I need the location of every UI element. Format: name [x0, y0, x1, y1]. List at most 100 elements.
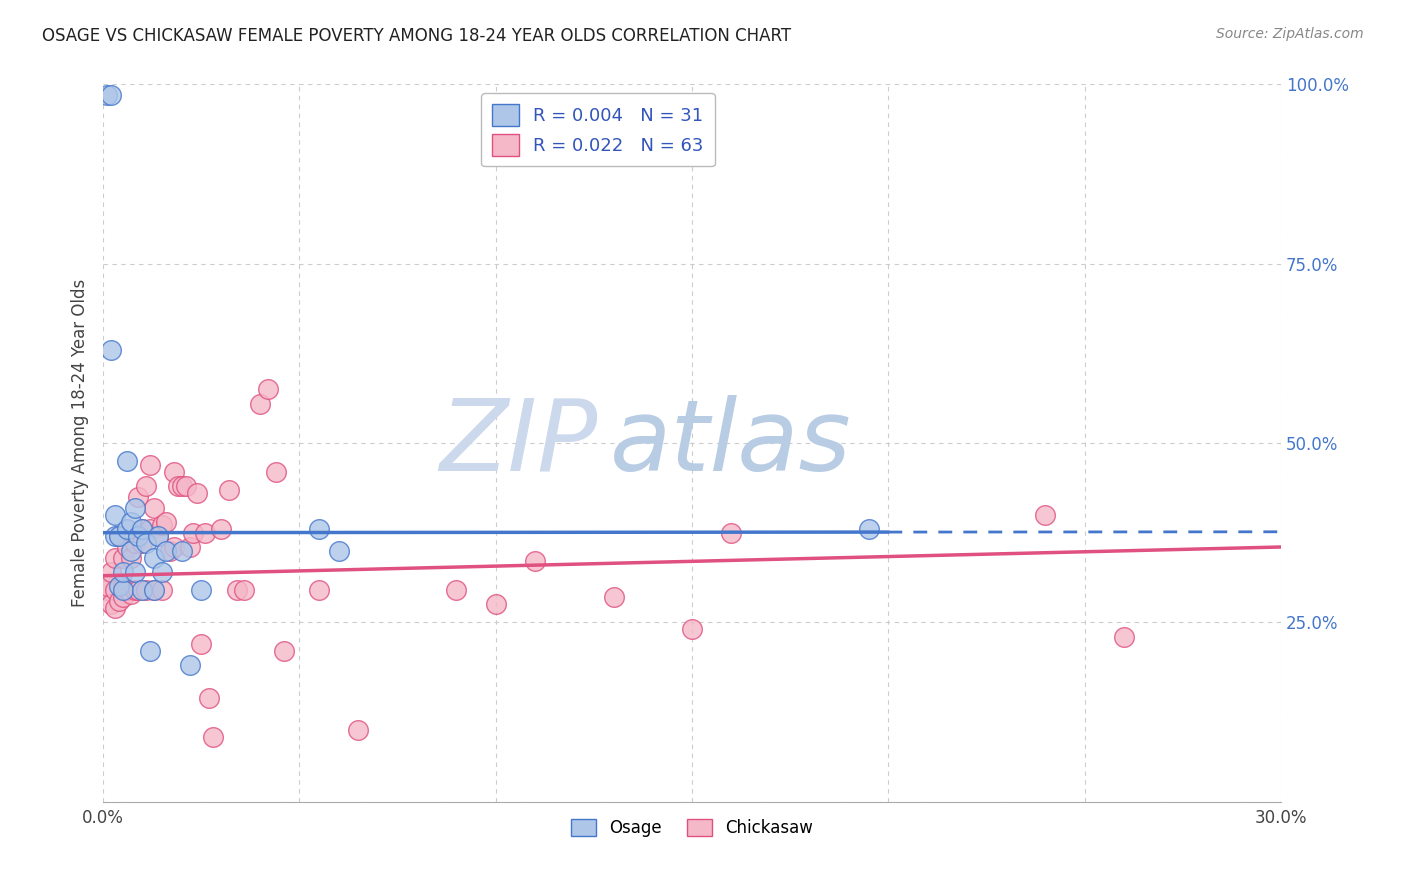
- Point: [120, 550, 142, 565]
- Point: [139, 458, 162, 472]
- Point: [163, 465, 186, 479]
- Point: [111, 579, 134, 593]
- Point: [170, 543, 193, 558]
- Point: [124, 500, 146, 515]
- Point: [150, 518, 173, 533]
- Point: [190, 582, 212, 597]
- Point: [170, 479, 193, 493]
- Point: [179, 658, 201, 673]
- Point: [209, 522, 232, 536]
- Y-axis label: Female Poverty Among 18-24 Year Olds: Female Poverty Among 18-24 Year Olds: [72, 279, 89, 607]
- Point: [166, 479, 188, 493]
- Point: [308, 582, 330, 597]
- Point: [143, 500, 166, 515]
- Point: [150, 565, 173, 579]
- Text: ZIP: ZIP: [440, 394, 598, 491]
- Point: [131, 582, 153, 597]
- Point: [104, 508, 127, 522]
- Point: [249, 396, 271, 410]
- Point: [111, 582, 134, 597]
- Point: [159, 543, 181, 558]
- Point: [328, 543, 350, 558]
- Point: [524, 554, 547, 568]
- Point: [139, 644, 162, 658]
- Text: Source: ZipAtlas.com: Source: ZipAtlas.com: [1216, 27, 1364, 41]
- Point: [155, 543, 177, 558]
- Point: [104, 582, 127, 597]
- Point: [115, 540, 138, 554]
- Point: [174, 479, 197, 493]
- Point: [681, 623, 703, 637]
- Point: [111, 590, 134, 604]
- Point: [186, 486, 208, 500]
- Point: [100, 343, 122, 357]
- Point: [100, 88, 122, 103]
- Legend: Osage, Chickasaw: Osage, Chickasaw: [564, 812, 820, 844]
- Point: [104, 529, 127, 543]
- Point: [143, 582, 166, 597]
- Point: [155, 515, 177, 529]
- Point: [347, 723, 370, 737]
- Point: [308, 522, 330, 536]
- Point: [146, 529, 169, 543]
- Point: [135, 582, 157, 597]
- Text: OSAGE VS CHICKASAW FEMALE POVERTY AMONG 18-24 YEAR OLDS CORRELATION CHART: OSAGE VS CHICKASAW FEMALE POVERTY AMONG …: [42, 27, 792, 45]
- Point: [127, 529, 149, 543]
- Point: [108, 594, 131, 608]
- Point: [143, 582, 166, 597]
- Point: [115, 582, 138, 597]
- Point: [446, 582, 468, 597]
- Point: [225, 582, 247, 597]
- Point: [233, 582, 256, 597]
- Point: [198, 690, 221, 705]
- Point: [602, 590, 624, 604]
- Point: [96, 88, 118, 103]
- Point: [108, 529, 131, 543]
- Point: [120, 586, 142, 600]
- Point: [127, 582, 149, 597]
- Point: [720, 525, 742, 540]
- Point: [485, 598, 508, 612]
- Point: [100, 565, 122, 579]
- Point: [179, 540, 201, 554]
- Point: [135, 479, 157, 493]
- Point: [264, 465, 287, 479]
- Point: [143, 550, 166, 565]
- Point: [218, 483, 240, 497]
- Point: [108, 529, 131, 543]
- Point: [194, 525, 217, 540]
- Point: [139, 522, 162, 536]
- Point: [96, 582, 118, 597]
- Point: [124, 565, 146, 579]
- Point: [131, 522, 153, 536]
- Point: [115, 522, 138, 536]
- Point: [1112, 630, 1135, 644]
- Point: [124, 536, 146, 550]
- Point: [120, 515, 142, 529]
- Point: [108, 579, 131, 593]
- Point: [163, 540, 186, 554]
- Point: [135, 536, 157, 550]
- Point: [273, 644, 295, 658]
- Point: [96, 579, 118, 593]
- Point: [858, 522, 880, 536]
- Text: atlas: atlas: [610, 394, 851, 491]
- Point: [131, 536, 153, 550]
- Point: [111, 550, 134, 565]
- Point: [111, 565, 134, 579]
- Point: [1035, 508, 1057, 522]
- Point: [120, 543, 142, 558]
- Point: [183, 525, 205, 540]
- Point: [190, 637, 212, 651]
- Point: [104, 601, 127, 615]
- Point: [127, 490, 149, 504]
- Point: [104, 550, 127, 565]
- Point: [124, 582, 146, 597]
- Point: [115, 454, 138, 468]
- Point: [100, 598, 122, 612]
- Point: [150, 582, 173, 597]
- Point: [202, 730, 225, 744]
- Point: [146, 529, 169, 543]
- Point: [131, 522, 153, 536]
- Point: [257, 382, 280, 396]
